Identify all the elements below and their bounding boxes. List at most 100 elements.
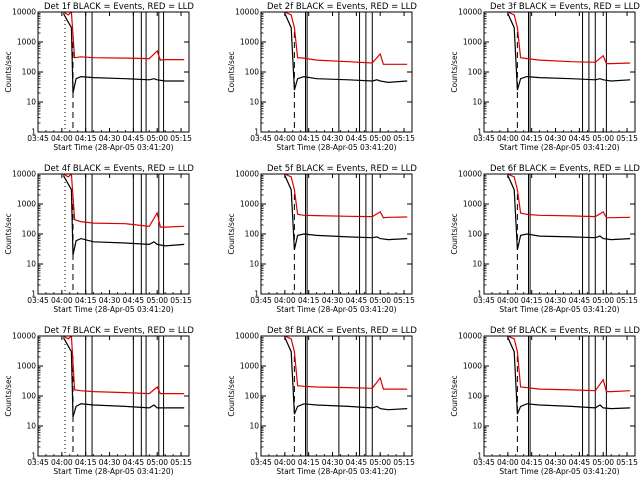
- plot-content: [62, 336, 185, 456]
- panel-title: Det 8f BLACK = Events, RED = LLD: [267, 326, 417, 336]
- y-tick-label: 1000: [463, 362, 482, 371]
- plot-content: [284, 336, 408, 456]
- y-tick-label: 10000: [235, 8, 259, 17]
- panel-det-9: 03:45 04:00 04:15 04:30 04:45 05:00 05:15 1 10 10…: [450, 326, 640, 476]
- x-tick-label: 04:45: [346, 458, 368, 467]
- y-tick-label: 100: [22, 68, 37, 77]
- y-tick-label: 1000: [17, 362, 36, 371]
- x-tick-label: 05:00: [369, 458, 391, 467]
- x-tick-label: 04:30: [99, 296, 121, 305]
- x-tick-label: 03:45: [473, 134, 495, 143]
- series-line-events: [507, 13, 631, 91]
- series-line-events: [284, 175, 408, 250]
- panel-title: Det 2f BLACK = Events, RED = LLD: [267, 2, 417, 12]
- y-tick-label: 100: [245, 230, 260, 239]
- y-tick-label: 10: [249, 422, 259, 431]
- y-tick-label: 10: [249, 260, 259, 269]
- plot-content: [284, 12, 408, 132]
- x-tick-label: 03:45: [27, 296, 49, 305]
- x-tick-label: 05:00: [592, 134, 614, 143]
- x-tick-label: 04:30: [545, 458, 567, 467]
- y-axis-label: Counts/sec: [4, 51, 13, 92]
- x-tick-label: 05:15: [393, 296, 415, 305]
- y-axis-label: Counts/sec: [450, 375, 459, 416]
- x-tick-label: 03:45: [27, 134, 49, 143]
- series-line-lld: [284, 12, 408, 65]
- x-tick-label: 04:00: [51, 458, 73, 467]
- x-tick-label: 03:45: [473, 296, 495, 305]
- y-tick-label: 10000: [12, 170, 36, 179]
- series-line-events: [62, 13, 185, 94]
- x-tick-label: 04:45: [123, 458, 145, 467]
- panel-det-1: 03:45 04:00 04:15 04:30 04:45 05:00 05:15 1 10 10…: [4, 2, 194, 152]
- y-tick-label: 1000: [240, 200, 259, 209]
- x-tick-label: 04:15: [298, 134, 320, 143]
- x-tick-label: 04:15: [521, 134, 543, 143]
- x-tick-label: 04:45: [123, 134, 145, 143]
- y-tick-label: 100: [22, 230, 37, 239]
- x-tick-label: 04:00: [497, 134, 519, 143]
- series-line-lld: [507, 12, 631, 65]
- y-tick-label: 1: [31, 290, 36, 299]
- y-tick-label: 1000: [240, 38, 259, 47]
- y-tick-label: 100: [468, 392, 483, 401]
- y-tick-label: 1000: [240, 362, 259, 371]
- y-tick-label: 100: [245, 392, 260, 401]
- y-tick-label: 1: [254, 452, 259, 461]
- x-tick-label: 03:45: [27, 458, 49, 467]
- x-tick-label: 04:30: [545, 296, 567, 305]
- x-tick-label: 04:00: [51, 134, 73, 143]
- x-tick-label: 04:00: [274, 458, 296, 467]
- y-tick-label: 100: [468, 68, 483, 77]
- x-tick-label: 03:45: [250, 458, 272, 467]
- y-tick-label: 1000: [17, 200, 36, 209]
- x-tick-label: 04:00: [274, 134, 296, 143]
- series-line-events: [62, 337, 185, 418]
- series-line-lld: [507, 174, 631, 219]
- series-line-events: [284, 13, 408, 91]
- x-tick-label: 05:15: [616, 134, 638, 143]
- y-tick-label: 10000: [235, 332, 259, 341]
- y-tick-label: 100: [468, 230, 483, 239]
- x-axis-label: Start Time (28-Apr-05 03:41:20): [499, 143, 619, 152]
- y-tick-label: 10000: [458, 332, 482, 341]
- plot-frame: [37, 173, 190, 295]
- y-tick-label: 100: [22, 392, 37, 401]
- x-axis-label: Start Time (28-Apr-05 03:41:20): [276, 305, 396, 314]
- x-tick-label: 05:00: [146, 458, 168, 467]
- x-tick-label: 04:30: [99, 458, 121, 467]
- x-tick-label: 05:00: [369, 296, 391, 305]
- x-tick-label: 04:15: [521, 458, 543, 467]
- x-tick-label: 05:15: [616, 458, 638, 467]
- x-tick-label: 05:15: [170, 458, 192, 467]
- x-tick-label: 05:15: [170, 296, 192, 305]
- x-tick-label: 04:00: [274, 296, 296, 305]
- x-tick-label: 04:15: [521, 296, 543, 305]
- y-tick-label: 1000: [463, 38, 482, 47]
- x-tick-label: 04:45: [569, 134, 591, 143]
- x-tick-label: 05:00: [592, 296, 614, 305]
- y-tick-label: 1: [254, 128, 259, 137]
- x-tick-label: 04:45: [569, 296, 591, 305]
- x-axis-label: Start Time (28-Apr-05 03:41:20): [499, 305, 619, 314]
- plot-content: [507, 336, 631, 456]
- x-tick-label: 04:00: [497, 458, 519, 467]
- y-tick-label: 10000: [458, 8, 482, 17]
- x-tick-label: 04:00: [51, 296, 73, 305]
- series-line-lld: [284, 174, 408, 219]
- plot-frame: [260, 335, 413, 457]
- series-line-lld: [284, 336, 408, 390]
- x-axis-label: Start Time (28-Apr-05 03:41:20): [53, 467, 173, 476]
- y-tick-label: 10: [472, 422, 482, 431]
- series-line-lld: [63, 336, 185, 395]
- x-tick-label: 05:00: [146, 296, 168, 305]
- x-tick-label: 04:30: [545, 134, 567, 143]
- x-tick-label: 04:45: [569, 458, 591, 467]
- plot-frame: [483, 173, 636, 295]
- x-tick-label: 04:30: [322, 134, 344, 143]
- x-axis-label: Start Time (28-Apr-05 03:41:20): [276, 143, 396, 152]
- y-tick-label: 1: [31, 452, 36, 461]
- panel-title: Det 1f BLACK = Events, RED = LLD: [44, 2, 194, 12]
- y-axis-label: Counts/sec: [227, 213, 236, 254]
